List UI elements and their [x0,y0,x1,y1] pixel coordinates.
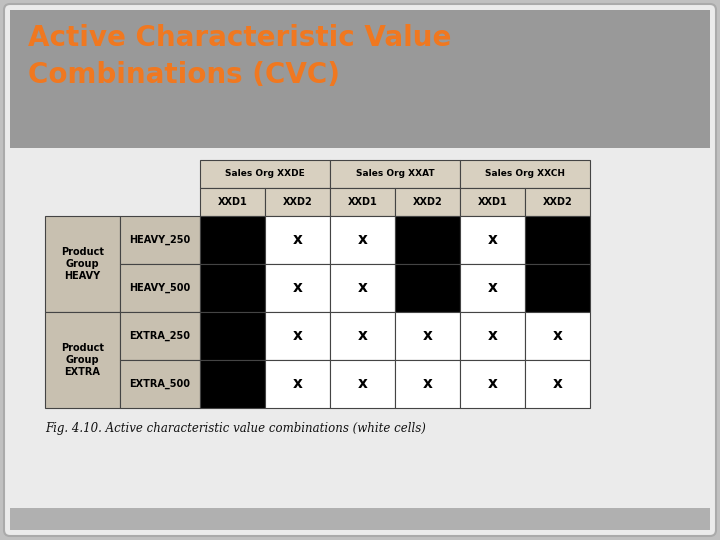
Bar [120,264,200,312]
Bar [395,312,460,360]
Text: XXD1: XXD1 [477,197,508,207]
Bar [330,360,395,408]
Bar [265,188,330,216]
Bar [330,264,395,312]
Bar [395,264,460,312]
Text: x: x [292,328,302,343]
Bar [200,216,265,264]
Bar [525,188,590,216]
Bar [10,10,710,148]
Text: x: x [292,280,302,295]
Text: XXD2: XXD2 [413,197,442,207]
Bar [200,160,330,188]
Bar [10,508,710,530]
Bar [45,216,120,312]
Bar [120,312,200,360]
Bar [330,188,395,216]
Bar [265,264,330,312]
Bar [395,188,460,216]
Text: x: x [292,233,302,247]
Bar [330,216,395,264]
Text: EXTRA_250: EXTRA_250 [130,331,191,341]
Bar [460,312,525,360]
Bar [265,312,330,360]
Text: x: x [292,376,302,392]
Bar [200,312,265,360]
Text: EXTRA_500: EXTRA_500 [130,379,191,389]
Bar [120,216,200,264]
Bar [460,216,525,264]
Text: x: x [358,280,367,295]
Text: x: x [552,376,562,392]
Bar [200,360,265,408]
Bar [525,264,590,312]
Text: x: x [552,328,562,343]
Bar [460,160,590,188]
Text: x: x [487,233,498,247]
Text: HEAVY_250: HEAVY_250 [130,235,191,245]
Bar [45,312,120,408]
Bar [200,264,265,312]
Text: x: x [423,376,433,392]
Text: x: x [358,233,367,247]
Text: Sales Org XXDE: Sales Org XXDE [225,170,305,179]
Bar [200,188,265,216]
Bar [525,216,590,264]
Text: Sales Org XXAT: Sales Org XXAT [356,170,434,179]
Text: Fig. 4.10. Active characteristic value combinations (white cells): Fig. 4.10. Active characteristic value c… [45,422,426,435]
Text: XXD1: XXD1 [348,197,377,207]
Bar [525,360,590,408]
Bar [460,264,525,312]
Text: Product
Group
HEAVY: Product Group HEAVY [61,247,104,281]
Text: XXD1: XXD1 [217,197,248,207]
Bar [460,188,525,216]
Text: x: x [423,328,433,343]
Bar [460,360,525,408]
Text: HEAVY_500: HEAVY_500 [130,283,191,293]
Bar [330,312,395,360]
Bar [395,360,460,408]
Text: x: x [487,280,498,295]
Bar [395,216,460,264]
Bar [330,160,460,188]
Bar [265,360,330,408]
Bar [265,216,330,264]
Bar [525,312,590,360]
Text: x: x [358,376,367,392]
Text: Sales Org XXCH: Sales Org XXCH [485,170,565,179]
Text: x: x [487,376,498,392]
Text: XXD2: XXD2 [283,197,312,207]
FancyBboxPatch shape [4,4,716,536]
Text: Active Characteristic Value
Combinations (CVC): Active Characteristic Value Combinations… [28,24,451,89]
Text: Product
Group
EXTRA: Product Group EXTRA [61,342,104,377]
Text: XXD2: XXD2 [543,197,572,207]
Bar [120,360,200,408]
Text: x: x [487,328,498,343]
Text: x: x [358,328,367,343]
